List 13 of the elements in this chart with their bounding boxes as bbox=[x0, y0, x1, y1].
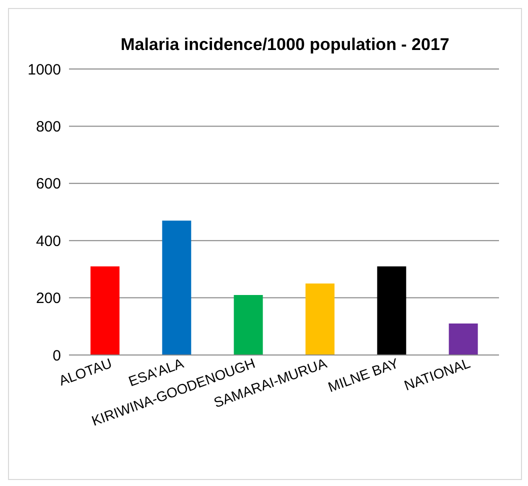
y-tick-label: 400 bbox=[36, 232, 61, 250]
chart-title: Malaria incidence/1000 population - 2017 bbox=[120, 35, 450, 55]
y-tick-label: 600 bbox=[36, 176, 61, 193]
y-tick-label: 1000 bbox=[28, 61, 61, 78]
bar bbox=[448, 324, 478, 355]
bar bbox=[234, 294, 263, 355]
y-tick-label: 0 bbox=[52, 347, 61, 364]
bar bbox=[162, 220, 192, 355]
y-tick-label: 800 bbox=[36, 118, 61, 136]
bar bbox=[377, 266, 406, 355]
y-tick-label: 200 bbox=[36, 290, 61, 308]
bar bbox=[306, 284, 334, 355]
bar bbox=[90, 266, 120, 355]
